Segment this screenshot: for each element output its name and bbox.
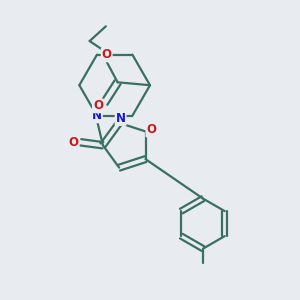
- Text: O: O: [93, 99, 103, 112]
- Text: O: O: [68, 136, 78, 149]
- Text: O: O: [146, 123, 156, 136]
- Text: N: N: [92, 109, 102, 122]
- Text: O: O: [102, 48, 112, 62]
- Text: N: N: [116, 112, 126, 125]
